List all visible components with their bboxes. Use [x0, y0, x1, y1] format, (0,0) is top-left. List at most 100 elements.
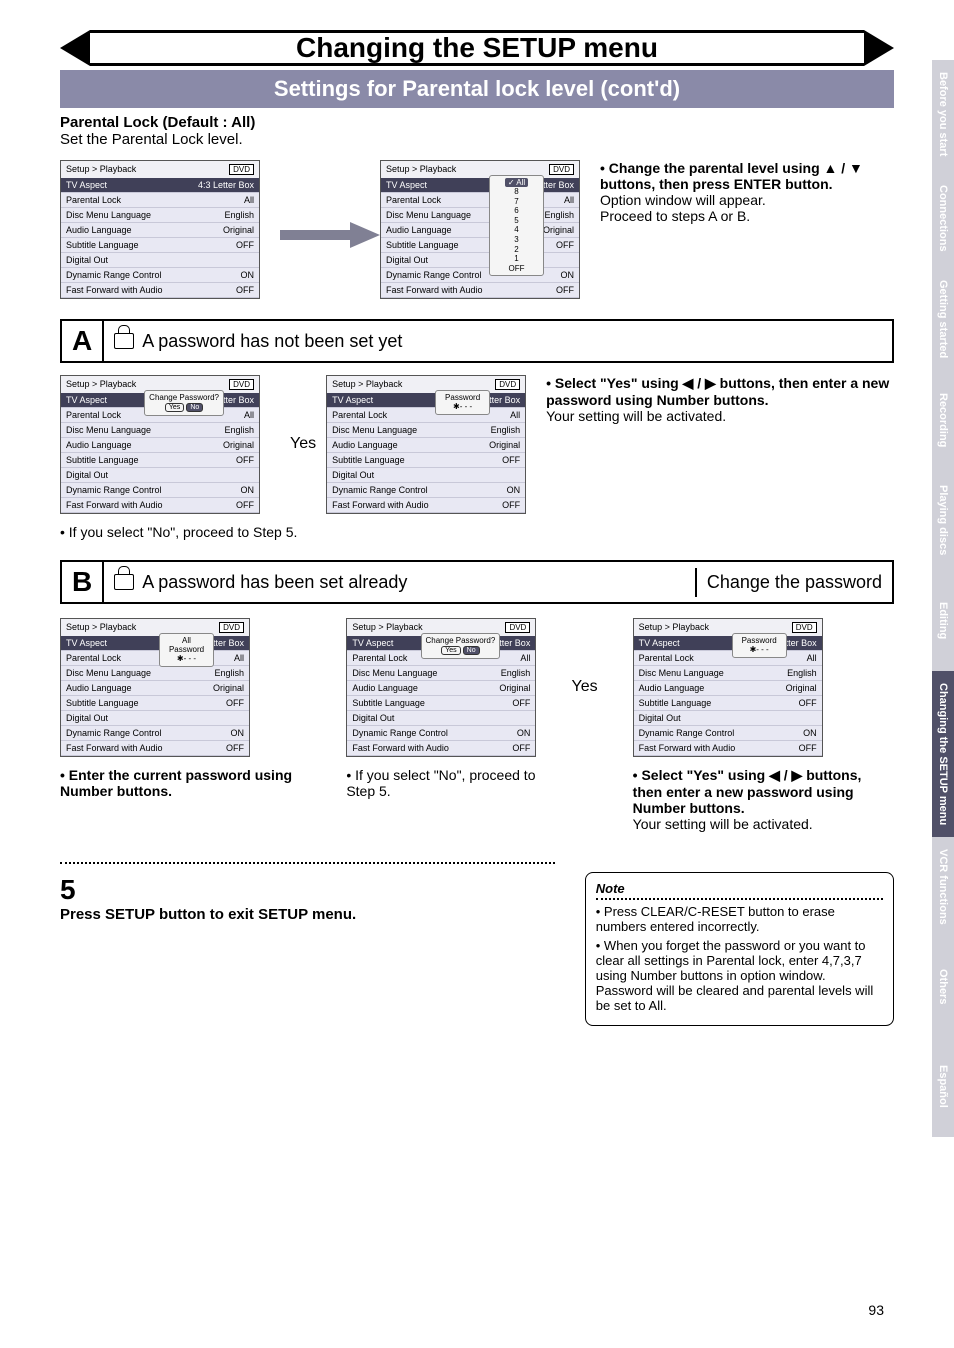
setup-row: Dynamic Range ControlON: [347, 726, 535, 741]
setup-row: Dynamic Range ControlON: [327, 483, 525, 498]
yes-label: Yes: [572, 678, 598, 832]
dvd-badge: DVD: [505, 622, 530, 633]
note-item: • When you forget the password or you wa…: [596, 938, 883, 1013]
side-tab: Before you start: [932, 60, 954, 168]
setup-row: Disc Menu LanguageEnglish: [381, 208, 579, 223]
setup-breadcrumb: Setup > Playback: [352, 622, 422, 633]
side-tab: Playing discs: [932, 471, 954, 571]
lock-open-icon: [114, 333, 134, 349]
setup-row: Audio LanguageOriginal: [61, 681, 249, 696]
setup-panel: Setup > PlaybackDVDTV Aspect4:3 Letter B…: [326, 375, 526, 514]
step5-number: 5: [60, 874, 555, 906]
caption-b3: • Select "Yes" using ◀ / ▶ buttons, then…: [633, 767, 894, 832]
page-number: 93: [868, 1302, 884, 1318]
setup-panel: Setup > PlaybackDVDTV Aspect4:3 Letter B…: [60, 160, 260, 299]
setup-row: Digital Out: [61, 711, 249, 726]
yes-label: Yes: [290, 435, 316, 453]
caption-b1: • Enter the current password using Numbe…: [60, 767, 321, 799]
dvd-badge: DVD: [229, 379, 254, 390]
setup-row: Audio LanguageOriginal: [634, 681, 822, 696]
note-box: Note • Press CLEAR/C-RESET button to era…: [585, 872, 894, 1026]
instruction-text: Your setting will be activated.: [546, 408, 894, 424]
setup-breadcrumb: Setup > Playback: [332, 379, 402, 390]
setup-breadcrumb: Setup > Playback: [66, 164, 136, 175]
instruction-text: Proceed to steps A or B.: [600, 208, 894, 224]
lock-closed-icon: [114, 574, 134, 590]
setup-row: Subtitle LanguageOFF: [61, 453, 259, 468]
setup-breadcrumb: Setup > Playback: [386, 164, 456, 175]
side-tab: VCR functions: [932, 837, 954, 937]
side-tab: Changing the SETUP menu: [932, 671, 954, 837]
step5-text: Press SETUP button to exit SETUP menu.: [60, 906, 555, 923]
setup-row: Digital Out: [61, 468, 259, 483]
setup-row: Disc Menu LanguageEnglish: [61, 208, 259, 223]
setup-row: Digital Out: [327, 468, 525, 483]
setup-row: TV Aspect4:3 Letter Box: [634, 636, 822, 651]
note-item: • Press CLEAR/C-RESET button to erase nu…: [596, 904, 883, 934]
instruction-text: Option window will appear.: [600, 192, 894, 208]
setup-row: Subtitle LanguageOFF: [61, 696, 249, 711]
note-title: Note: [596, 881, 883, 896]
password-popup: AllPassword✱- - -: [159, 633, 214, 667]
side-tab: Connections: [932, 168, 954, 268]
step-letter-b: B: [62, 562, 104, 602]
side-tab: Recording: [932, 371, 954, 471]
step-a-box: A A password has not been set yet: [60, 319, 894, 363]
chevron-left-icon: [60, 30, 90, 66]
setup-row: Parental LockAll: [61, 193, 259, 208]
setup-row: Parental LockAll: [381, 193, 579, 208]
setup-row: Subtitle LanguageOFF: [381, 238, 579, 253]
sub-banner: Settings for Parental lock level (cont'd…: [60, 70, 894, 108]
instruction-no: • If you select "No", proceed to Step 5.: [60, 524, 894, 540]
setup-row: Audio LanguageOriginal: [327, 438, 525, 453]
password-popup: Password✱- - -: [732, 633, 787, 658]
chevron-right-icon: [864, 30, 894, 66]
step-b-right: Change the password: [695, 568, 892, 597]
setup-row: Audio LanguageOriginal: [381, 223, 579, 238]
setup-panel: Setup > Playback DVD TV Aspect4:3 Letter B…: [60, 618, 250, 757]
dvd-badge: DVD: [792, 622, 817, 633]
setup-row: Fast Forward with AudioOFF: [61, 283, 259, 298]
setup-row: TV Aspect4:3 Letter Box: [327, 393, 525, 408]
setup-row: Dynamic Range ControlON: [61, 726, 249, 741]
setup-row: Disc Menu LanguageEnglish: [347, 666, 535, 681]
setup-row: Parental LockAll: [327, 408, 525, 423]
setup-row: TV Aspect4:3 Letter Box: [61, 178, 259, 193]
change-password-popup: Change Password?YesNo: [421, 633, 501, 659]
page-title: Changing the SETUP menu: [296, 32, 658, 64]
instruction-main: • Change the parental level using ▲ / ▼ …: [600, 160, 894, 192]
instruction-main: • Select "Yes" using ◀ / ▶ buttons, then…: [546, 375, 894, 408]
side-tabs: Before you startConnectionsGetting start…: [932, 60, 954, 1137]
setup-row: Digital Out: [634, 711, 822, 726]
setup-row: Fast Forward with AudioOFF: [634, 741, 822, 756]
setup-panel: Setup > PlaybackDVDTV Aspect4:3 Letter B…: [380, 160, 580, 299]
setup-row: Dynamic Range ControlON: [61, 483, 259, 498]
step-a-text: A password has not been set yet: [142, 331, 402, 352]
setup-breadcrumb: Setup > Playback: [66, 379, 136, 390]
setup-row: Audio LanguageOriginal: [61, 438, 259, 453]
setup-row: Disc Menu LanguageEnglish: [61, 666, 249, 681]
setup-panel: Setup > PlaybackDVDTV Aspect4:3 Letter B…: [60, 375, 260, 514]
page-header: Changing the SETUP menu Settings for Par…: [60, 30, 894, 108]
setup-row: Fast Forward with AudioOFF: [61, 498, 259, 513]
setup-row: Parental LockAll: [61, 651, 249, 666]
dvd-badge: DVD: [549, 164, 574, 175]
side-tab: Others: [932, 937, 954, 1037]
step-letter-a: A: [62, 321, 104, 361]
setup-row: Subtitle LanguageOFF: [347, 696, 535, 711]
setup-row: Subtitle LanguageOFF: [634, 696, 822, 711]
setup-row: Audio LanguageOriginal: [347, 681, 535, 696]
setup-row: Digital Out: [381, 253, 579, 268]
side-tab: Español: [932, 1037, 954, 1137]
dvd-badge: DVD: [219, 622, 244, 633]
setup-row: Dynamic Range ControlON: [381, 268, 579, 283]
setup-row: TV Aspect4:3 Letter Box: [61, 636, 249, 651]
step-b-text: A password has been set already: [142, 572, 407, 593]
section-subheading: Set the Parental Lock level.: [60, 131, 894, 148]
setup-panel: Setup > PlaybackDVDTV Aspect4:3 Letter B…: [346, 618, 536, 757]
setup-row: Subtitle LanguageOFF: [61, 238, 259, 253]
setup-breadcrumb: Setup > Playback: [66, 622, 136, 633]
setup-breadcrumb: Setup > Playback: [639, 622, 709, 633]
step-b-box: B A password has been set already Change…: [60, 560, 894, 604]
setup-row: Parental LockAll: [634, 651, 822, 666]
